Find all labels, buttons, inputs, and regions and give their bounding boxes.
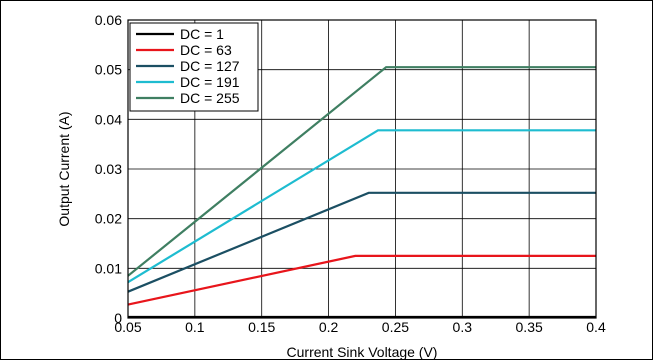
y-tick-label: 0.01 [95, 260, 122, 276]
legend-entry: DC = 191 [180, 74, 240, 90]
x-tick-label: 0.2 [319, 319, 339, 335]
legend-entry: DC = 255 [180, 90, 240, 106]
x-tick-label: 0.25 [382, 319, 409, 335]
plot-area-frame [127, 19, 597, 319]
series-line-4 [127, 129, 596, 284]
series-line-5 [127, 66, 596, 277]
x-tick-label: 0.1 [185, 319, 205, 335]
y-axis-label: Output Current (A) [56, 111, 72, 226]
series-line-2 [127, 254, 596, 306]
y-tick-label: 0.04 [95, 111, 122, 127]
x-axis-label: Current Sink Voltage (V) [287, 344, 438, 360]
x-tick-label: 0.35 [516, 319, 543, 335]
x-tick-label: 0.4 [586, 319, 606, 335]
x-tick-label: 0.3 [453, 319, 473, 335]
series-lines [127, 66, 596, 319]
legend-entry: DC = 63 [180, 42, 232, 58]
y-axis-ticks: 0 0.01 0.02 0.03 0.04 0.05 0.06 [95, 12, 122, 326]
legend-entry: DC = 127 [180, 58, 240, 74]
series-line-3 [127, 191, 596, 293]
x-axis-ticks: 0.05 0.1 0.15 0.2 0.25 0.3 0.35 0.4 [114, 319, 606, 335]
y-tick-label: 0.05 [95, 62, 122, 78]
grid [127, 19, 597, 319]
y-tick-label: 0 [114, 310, 122, 326]
legend-entry: DC = 1 [180, 26, 224, 42]
x-tick-label: 0.15 [248, 319, 275, 335]
y-tick-label: 0.03 [95, 161, 122, 177]
y-tick-label: 0.06 [95, 12, 122, 28]
y-tick-label: 0.02 [95, 211, 122, 227]
x-tick-label: 0.05 [114, 319, 141, 335]
